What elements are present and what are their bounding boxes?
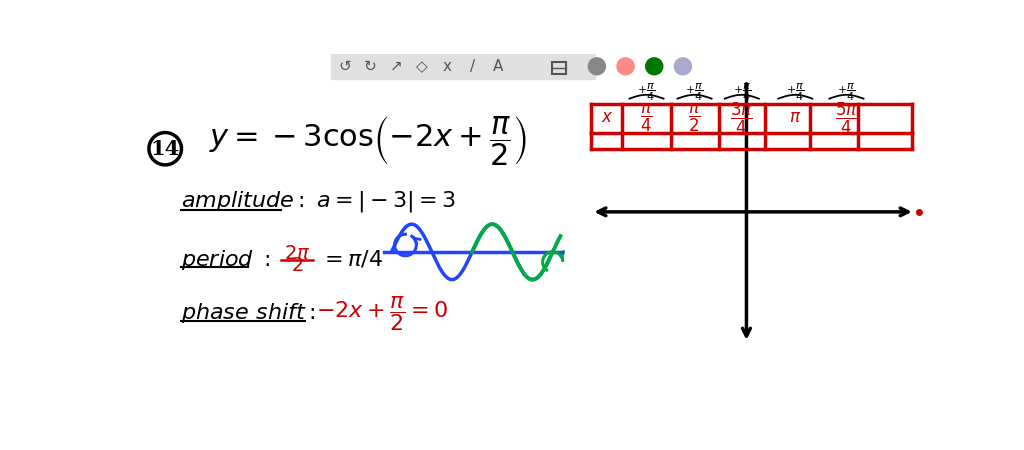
Text: 14: 14 bbox=[151, 139, 180, 159]
Circle shape bbox=[646, 58, 663, 75]
Text: $+\dfrac{\pi}{4}$: $+\dfrac{\pi}{4}$ bbox=[838, 82, 856, 103]
Circle shape bbox=[617, 58, 634, 75]
Text: $\dfrac{5\pi}{4}$: $\dfrac{5\pi}{4}$ bbox=[835, 100, 858, 135]
Text: $y=-3\cos\!\left(-2x+\dfrac{\pi}{2}\right)$: $y=-3\cos\!\left(-2x+\dfrac{\pi}{2}\righ… bbox=[209, 114, 527, 168]
Text: $=\pi/4$: $=\pi/4$ bbox=[321, 248, 383, 270]
Text: ◇: ◇ bbox=[416, 59, 428, 74]
Text: ↻: ↻ bbox=[365, 59, 377, 74]
Text: /: / bbox=[470, 59, 475, 74]
Text: $\mathit{phase\ shift}$$:$: $\mathit{phase\ shift}$$:$ bbox=[180, 302, 314, 325]
Text: $\dfrac{\pi}{2}$: $\dfrac{\pi}{2}$ bbox=[688, 102, 700, 134]
Text: $+\dfrac{\pi}{4}$: $+\dfrac{\pi}{4}$ bbox=[786, 82, 805, 103]
Bar bbox=[331, 54, 595, 79]
Text: $2$: $2$ bbox=[291, 257, 303, 275]
Text: $-2x+\dfrac{\pi}{2}=0$: $-2x+\dfrac{\pi}{2}=0$ bbox=[315, 294, 447, 333]
Text: $\mathit{period}$$\ :$: $\mathit{period}$$\ :$ bbox=[180, 248, 270, 272]
Bar bbox=[552, 62, 566, 74]
Text: $\mathit{amplitude}$$:\ a=|-3|=3$: $\mathit{amplitude}$$:\ a=|-3|=3$ bbox=[180, 189, 456, 214]
Text: $x$: $x$ bbox=[601, 109, 613, 126]
Text: ↗: ↗ bbox=[390, 59, 402, 74]
Text: $\dfrac{\pi}{4}$: $\dfrac{\pi}{4}$ bbox=[640, 102, 652, 134]
Circle shape bbox=[675, 58, 691, 75]
Text: $2\pi$: $2\pi$ bbox=[284, 245, 310, 263]
Text: $+\dfrac{\pi}{4}$: $+\dfrac{\pi}{4}$ bbox=[637, 82, 655, 103]
Circle shape bbox=[589, 58, 605, 75]
Text: $\pi$: $\pi$ bbox=[790, 109, 802, 126]
Text: $+\dfrac{\pi}{4}$: $+\dfrac{\pi}{4}$ bbox=[685, 82, 703, 103]
Text: A: A bbox=[494, 59, 504, 74]
Text: ↺: ↺ bbox=[339, 59, 351, 74]
Text: $+\dfrac{\pi}{4}$: $+\dfrac{\pi}{4}$ bbox=[732, 82, 751, 103]
Text: x: x bbox=[442, 59, 452, 74]
Text: $\dfrac{3\pi}{4}$: $\dfrac{3\pi}{4}$ bbox=[730, 100, 754, 135]
